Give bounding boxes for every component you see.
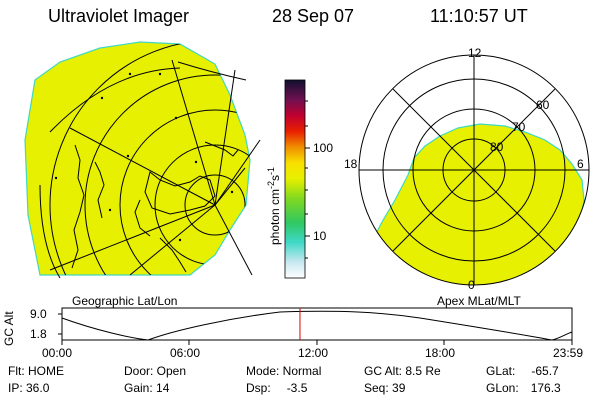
status-glat: GLat: -65.7 xyxy=(486,364,559,378)
altitude-xtick: 23:59 xyxy=(553,346,584,360)
date-label: 28 Sep 07 xyxy=(272,6,355,26)
altitude-xtick: 18:00 xyxy=(425,346,456,360)
polar-panel-label: Apex MLat/MLT xyxy=(437,294,521,308)
geo-meridian xyxy=(214,139,261,206)
colorbar xyxy=(284,79,310,279)
mlt-label-6: 6 xyxy=(577,157,584,171)
mlat-label-70: 70 xyxy=(512,120,526,134)
geo-lat-circle xyxy=(184,174,246,236)
geo-coastline xyxy=(71,144,85,269)
status-gain: Gain: 14 xyxy=(124,381,170,395)
altitude-curve xyxy=(61,310,573,341)
geo-meridian xyxy=(69,127,216,206)
altitude-ytick: 1.8 xyxy=(30,327,47,341)
mlat-label-60: 60 xyxy=(536,98,550,112)
status-glon: GLon: 176.3 xyxy=(486,381,561,395)
altitude-plot-frame xyxy=(61,307,573,341)
colorbar-label: photon cm-2s-1 xyxy=(266,166,282,245)
geo-meridian xyxy=(49,204,216,271)
geo-lat-circle xyxy=(119,109,250,275)
geo-arc xyxy=(39,184,61,279)
geo-panel-label: Geographic Lat/Lon xyxy=(72,294,178,308)
status-mode: Mode: Normal xyxy=(246,364,322,378)
geo-lat-circle xyxy=(49,42,250,275)
geo-coastline xyxy=(204,141,239,157)
altitude-xtick: 06:00 xyxy=(170,346,201,360)
altitude-ylabel: GC Alt xyxy=(2,311,16,346)
geo-coastline xyxy=(134,199,151,237)
status-door: Door: Open xyxy=(124,364,187,378)
geo-arc xyxy=(49,67,181,133)
geo-meridian xyxy=(214,69,236,206)
polar-diagonal xyxy=(392,88,556,252)
geo-lat-circle xyxy=(84,74,250,275)
instrument-title: Ultraviolet Imager xyxy=(48,6,190,26)
geo-meridian xyxy=(214,167,246,206)
altitude-ytick: 9.0 xyxy=(30,307,47,321)
geo-aurora-fill xyxy=(24,41,251,276)
altitude-xtick: 00:00 xyxy=(42,346,73,360)
mlt-label-0: 0 xyxy=(468,278,475,292)
geo-coastline xyxy=(94,161,105,219)
colorbar-gradient xyxy=(284,79,306,279)
mlt-label-12: 12 xyxy=(468,46,482,60)
polar-aurora-fill xyxy=(369,123,585,285)
geo-meridian xyxy=(214,204,253,276)
altitude-plot xyxy=(58,307,573,345)
status-dsp: Dsp: -3.5 xyxy=(246,381,308,395)
mlat-label-80: 80 xyxy=(490,140,504,154)
altitude-xtick: 12:00 xyxy=(298,346,329,360)
geo-arc xyxy=(177,61,247,81)
geo-meridian xyxy=(171,59,216,206)
colorbar-tick-100: 100 xyxy=(313,141,334,155)
mlt-label-18: 18 xyxy=(344,157,358,171)
status-seq: Seq: 39 xyxy=(364,381,406,395)
geo-coastline xyxy=(144,171,216,215)
geo-meridian xyxy=(129,204,216,276)
geo-coastline xyxy=(159,237,187,273)
status-flt: Flt: HOME xyxy=(8,364,64,378)
status-ip: IP: 36.0 xyxy=(8,381,50,395)
time-label: 11:10:57 UT xyxy=(430,6,528,26)
geo-image xyxy=(24,41,261,279)
colorbar-tick-10: 10 xyxy=(313,229,327,243)
status-gc-alt: GC Alt: 8.5 Re xyxy=(364,364,441,378)
polar-image xyxy=(358,54,590,286)
